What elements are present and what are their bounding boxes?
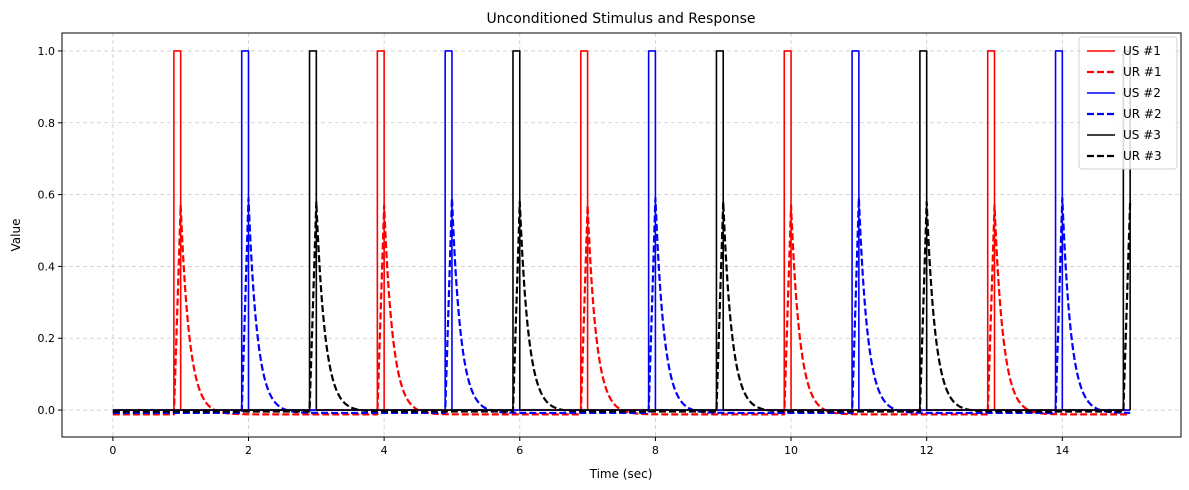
- legend-box: [1078, 36, 1178, 170]
- series-us-3: [112, 50, 1131, 411]
- legend-label-ur-3: UR #3: [1123, 149, 1162, 163]
- series-layer: [112, 50, 1132, 416]
- series-ur-2: [112, 197, 1131, 415]
- y-tick-label: 0.8: [38, 117, 56, 130]
- y-tick-label: 1.0: [38, 45, 56, 58]
- x-tick-label: 8: [652, 444, 659, 457]
- x-tick-label: 14: [1055, 444, 1069, 457]
- x-tick-label: 12: [920, 444, 934, 457]
- legend-label-us-2: US #2: [1123, 86, 1161, 100]
- y-tick-label: 0.2: [38, 332, 56, 345]
- legend-label-us-3: US #3: [1123, 128, 1161, 142]
- series-us-1: [112, 50, 1131, 411]
- x-axis-label: Time (sec): [589, 467, 653, 481]
- y-tick-label: 0.0: [38, 404, 56, 417]
- x-tick-label: 4: [381, 444, 388, 457]
- x-tick-label: 6: [516, 444, 523, 457]
- series-ur-3: [112, 200, 1132, 413]
- legend: US #1 UR #1 US #2 UR #2 US #3 UR #3: [1078, 36, 1178, 170]
- legend-label-ur-2: UR #2: [1123, 107, 1162, 121]
- x-tick-label: 10: [784, 444, 798, 457]
- x-tick-label: 2: [245, 444, 252, 457]
- chart-title: Unconditioned Stimulus and Response: [486, 11, 755, 27]
- legend-label-us-1: US #1: [1123, 44, 1161, 58]
- y-tick-label: 0.6: [38, 189, 56, 202]
- legend-label-ur-1: UR #1: [1123, 65, 1162, 79]
- ticks: 0 2 4 6 8 10 12 14 0.0 0.2 0.4 0.6 0.8 1.0: [38, 45, 1070, 457]
- y-axis-label: Value: [9, 219, 23, 252]
- grid: [62, 33, 1181, 437]
- series-ur-1: [112, 204, 1131, 416]
- y-tick-label: 0.4: [38, 260, 56, 273]
- plot-frame: [61, 32, 1182, 438]
- x-tick-label: 0: [109, 444, 116, 457]
- series-us-2: [112, 50, 1131, 411]
